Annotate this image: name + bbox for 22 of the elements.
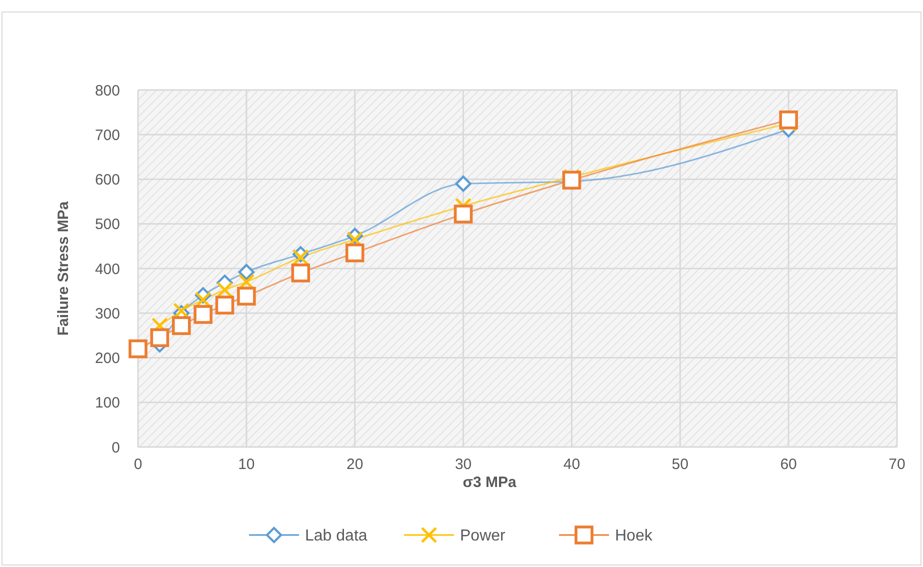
x-tick-label: 70 <box>888 456 906 473</box>
y-tick-label: 200 <box>94 350 120 367</box>
y-tick-label: 500 <box>94 216 120 234</box>
y-tick-label: 800 <box>94 82 120 100</box>
y-tick-label: 300 <box>94 305 120 322</box>
y-tick-label: 400 <box>94 260 120 278</box>
x-tick-label: 30 <box>454 456 472 473</box>
y-tick-label: 600 <box>94 172 120 188</box>
y-tick-label: 700 <box>94 126 120 144</box>
x-tick-label: 20 <box>346 456 364 473</box>
x-axis-title: σ3 MPa <box>462 474 517 491</box>
x-tick-label: 0 <box>134 456 142 473</box>
legend-label: Lab data <box>305 528 368 545</box>
legend-label: Hoek <box>615 528 654 545</box>
x-tick-label: 10 <box>238 456 255 473</box>
y-axis-title: Failure Stress MPa <box>55 200 72 336</box>
x-tick-label: 60 <box>780 456 797 473</box>
y-tick-label: 0 <box>112 439 120 456</box>
x-tick-label: 50 <box>672 456 688 473</box>
y-tick-label: 100 <box>94 394 120 412</box>
x-tick-label: 40 <box>563 456 580 473</box>
legend-label: Power <box>460 528 506 545</box>
